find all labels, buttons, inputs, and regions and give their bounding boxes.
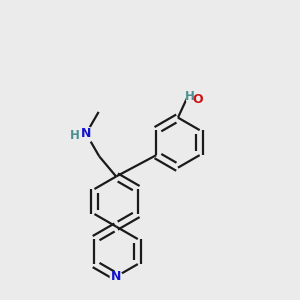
Text: O: O [192,93,203,106]
Text: H: H [70,129,80,142]
Text: N: N [81,127,91,140]
Text: H: H [185,90,195,103]
Text: N: N [111,270,121,283]
